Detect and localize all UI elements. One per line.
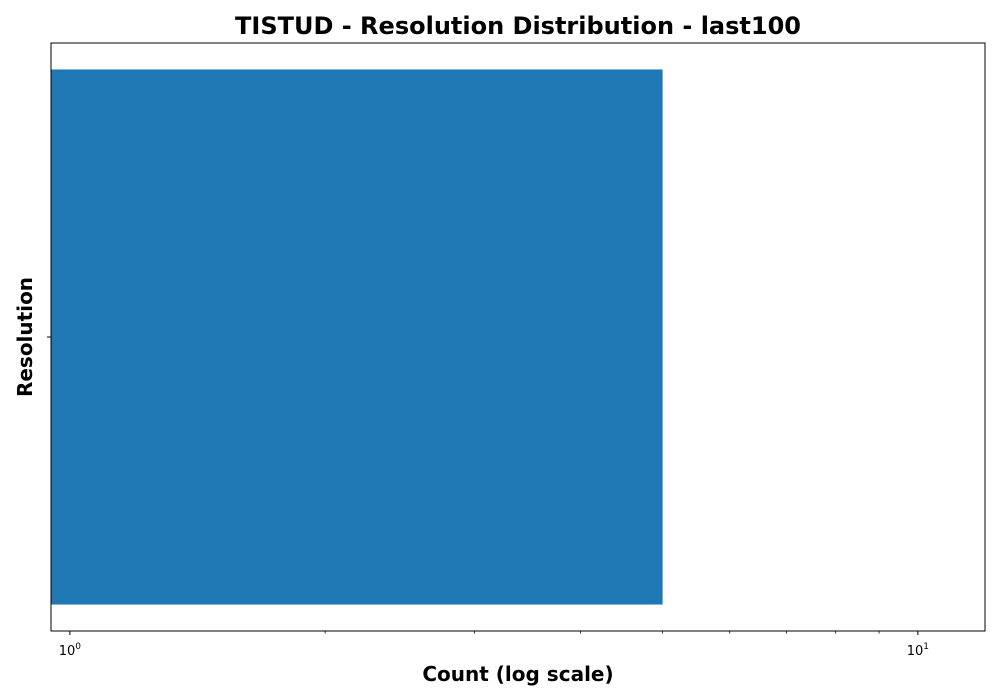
bar (51, 69, 663, 605)
x-tick-label: 100 (59, 642, 82, 659)
x-tick-label: 101 (907, 642, 929, 659)
chart-title: TISTUD - Resolution Distribution - last1… (235, 12, 801, 40)
plot-area (51, 69, 663, 605)
x-axis-label: Count (log scale) (422, 662, 613, 686)
x-axis: 100 101 (59, 631, 929, 659)
y-axis-label: Resolution (13, 277, 37, 397)
